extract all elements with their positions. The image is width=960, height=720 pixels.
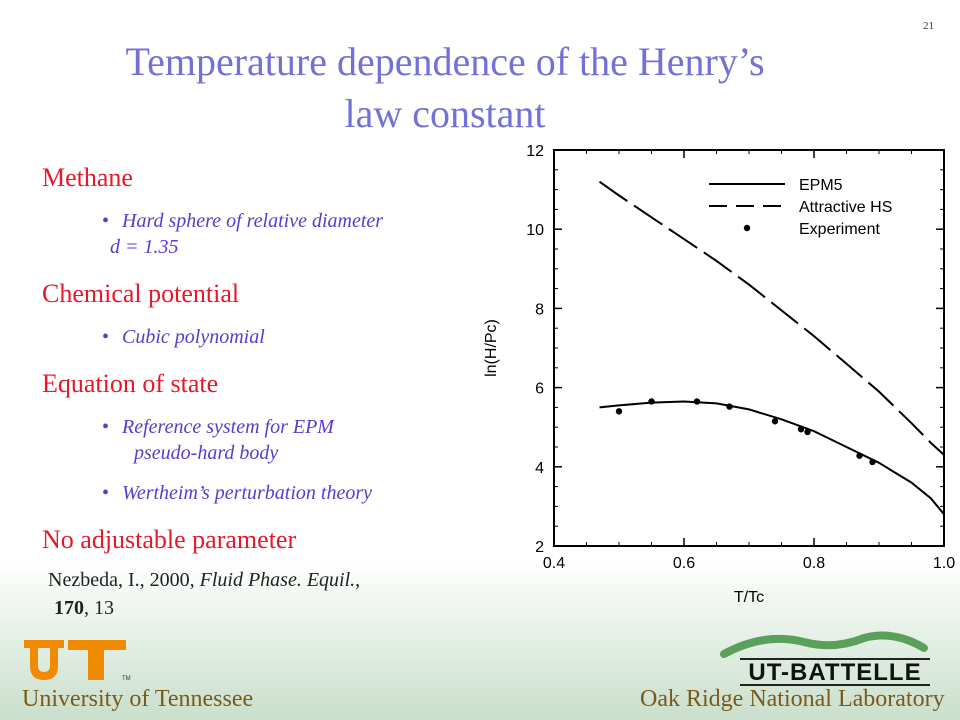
citation: Nezbeda, I., 2000, Fluid Phase. Equil. , … <box>48 569 361 619</box>
experiment-point <box>693 398 701 405</box>
sub-bullet-continuation: d = 1.35 <box>110 236 179 258</box>
experiment-point <box>648 398 655 405</box>
x-axis-label: T/Tc <box>734 589 764 606</box>
x-tick-label: 0.8 <box>803 555 825 572</box>
x-tick-label: 0.4 <box>543 555 565 572</box>
experiment-point <box>726 403 733 410</box>
y-tick-label: 8 <box>535 301 544 318</box>
ut-logo-icon: TM <box>24 640 131 682</box>
title-line-2: law constant <box>344 91 546 136</box>
bullet-dot-icon: • <box>102 416 110 438</box>
citation-pages: , 13 <box>84 597 114 619</box>
sub-bullet: • Reference system for EPM <box>102 416 334 438</box>
epm5-line <box>599 400 945 515</box>
svg-text:TM: TM <box>122 676 131 682</box>
x-tick-label: 1.0 <box>933 555 955 572</box>
sub-bullet: • Wertheim’s perturbation theory <box>102 482 372 504</box>
y-tick-label: 6 <box>535 381 544 398</box>
slide-number: 21 <box>923 20 934 32</box>
title-line-1: Temperature dependence of the Henry’s <box>125 39 765 84</box>
citation-journal: Fluid Phase. Equil. <box>199 569 356 591</box>
sub-bullet: • Cubic polynomial <box>102 326 265 348</box>
citation-authors: Nezbeda, I., 2000, <box>48 569 195 591</box>
ornl-brand: UT-BATTELLE <box>748 659 921 686</box>
experiment-point <box>797 425 805 433</box>
x-tick-label: 0.6 <box>673 555 695 572</box>
ornl-name: Oak Ridge National Laboratory <box>640 686 945 712</box>
y-tick-label: 10 <box>526 222 544 239</box>
bullet-dot-icon: • <box>102 326 110 348</box>
henry-constant-chart: 2 4 6 8 10 12 0.4 0.6 0.8 1.0 T/Tc ln(H/Pc) EPM5 Attr… <box>483 143 955 606</box>
legend-label: EPM5 <box>799 177 843 194</box>
ut-battelle-logo-icon: UT-BATTELLE <box>720 631 930 686</box>
citation-volume: 170 <box>54 597 84 619</box>
bullet-dot-icon: • <box>102 210 110 232</box>
bullet-list: Methane • Hard sphere of relative diamete… <box>42 162 492 556</box>
experiment-point <box>771 418 779 425</box>
y-tick-label: 4 <box>535 460 544 477</box>
ut-name: University of Tennessee <box>22 686 254 712</box>
experiment-point <box>869 458 876 466</box>
experiment-point <box>615 408 623 415</box>
y-tick-label: 2 <box>535 539 544 556</box>
legend-marker <box>743 224 751 232</box>
y-tick-label: 12 <box>526 143 544 160</box>
bullet-heading: No adjustable parameter <box>42 525 297 554</box>
bullet-dot-icon: • <box>102 482 110 504</box>
attractive-hs-line <box>598 180 945 456</box>
y-axis-label: ln(H/Pc) <box>483 319 500 377</box>
legend-label: Experiment <box>799 221 880 238</box>
sub-bullet-continuation: pseudo-hard body <box>134 442 279 464</box>
experiment-point <box>856 452 863 459</box>
bullet-heading: Equation of state <box>42 369 219 398</box>
bullet-heading: Chemical potential <box>42 279 240 308</box>
bullet-heading: Methane <box>42 163 133 192</box>
experiment-point <box>804 428 811 436</box>
sub-bullet: • Hard sphere of relative diameter <box>102 210 384 232</box>
legend-label: Attractive HS <box>799 199 892 216</box>
slide-title: Temperature dependence of the Henry’s la… <box>60 36 830 140</box>
